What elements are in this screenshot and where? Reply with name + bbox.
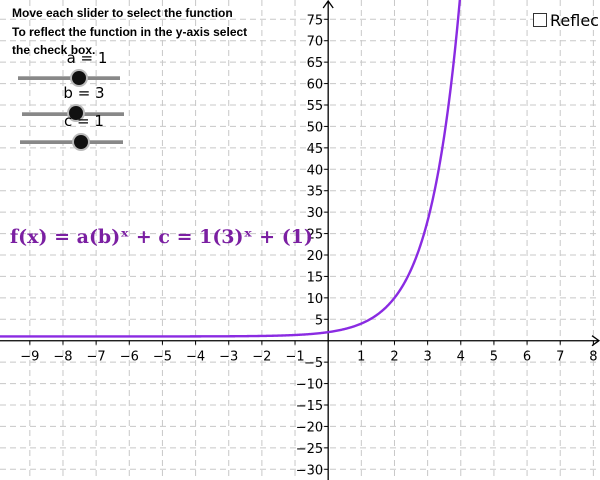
x-tick-label: 6: [523, 350, 531, 365]
instruction-line-1: Move each slider to select the function: [12, 6, 233, 20]
reflect-checkbox-box[interactable]: [533, 13, 547, 27]
x-tick-label: −3: [219, 350, 238, 365]
y-tick-label: 5: [315, 313, 323, 328]
slider-a-label: a = 1: [66, 49, 108, 67]
x-axis-arrow-icon: [591, 335, 600, 347]
x-tick-label: −9: [20, 350, 39, 365]
function-curve[interactable]: [0, 0, 462, 338]
x-tick-label: −4: [186, 350, 205, 365]
slider-c-label: c = 1: [64, 112, 104, 130]
x-tick-label: 4: [457, 350, 465, 365]
y-tick-label: −25: [296, 442, 323, 457]
x-tick-label: −6: [120, 350, 139, 365]
x-tick-label: 1: [357, 350, 365, 365]
x-tick-label: −7: [87, 350, 106, 365]
y-tick-label: 75: [307, 13, 324, 28]
y-tick-label: 10: [307, 292, 324, 307]
reflect-checkbox[interactable]: Reflec: [533, 11, 599, 30]
x-tick-label: −5: [153, 350, 172, 365]
x-tick-label: 7: [556, 350, 564, 365]
y-tick-label: 20: [307, 249, 324, 264]
y-tick-label: 15: [307, 270, 324, 285]
reflect-checkbox-label: Reflec: [550, 11, 599, 30]
y-axis-arrow-icon: [322, 0, 334, 9]
function-formula: f(x) = a(b)ˣ + c = 1(3)ˣ + (1): [10, 226, 313, 248]
slider-a-handle[interactable]: [72, 71, 86, 85]
y-tick-label: 35: [307, 185, 324, 200]
y-tick-label: 25: [307, 228, 324, 243]
y-tick-label: −10: [296, 378, 323, 393]
y-tick-label: −5: [304, 356, 323, 371]
tick-labels: −9 −8 −7 −6 −5 −4 −3 −2 −1 1 2 3 4 5 6 7 875706560555045…: [20, 13, 597, 478]
slider-b-label: b = 3: [63, 84, 105, 102]
x-tick-label: 2: [390, 350, 398, 365]
y-tick-label: 55: [307, 99, 324, 114]
slider-c-handle[interactable]: [74, 135, 88, 149]
instruction-line-2: To reflect the function in the y-axis se…: [12, 24, 248, 39]
slider-a-track[interactable]: [18, 76, 120, 80]
y-tick-label: 50: [307, 120, 324, 135]
x-tick-label: 5: [490, 350, 498, 365]
y-tick-label: −15: [296, 399, 323, 414]
x-tick-label: 3: [423, 350, 431, 365]
y-tick-label: 45: [307, 142, 324, 157]
x-tick-label: −1: [285, 350, 304, 365]
x-tick-label: 8: [589, 350, 597, 365]
instructions: Move each slider to select the function …: [12, 4, 252, 60]
y-tick-label: 65: [307, 56, 324, 71]
slider-b-handle[interactable]: [69, 106, 83, 120]
y-tick-label: 40: [307, 163, 324, 178]
y-tick-label: −30: [296, 463, 323, 478]
y-tick-label: 60: [307, 78, 324, 93]
y-tick-label: 30: [307, 206, 324, 221]
y-tick-label: −20: [296, 420, 323, 435]
x-tick-label: −8: [53, 350, 72, 365]
instruction-line-3: the check box.: [12, 43, 96, 57]
slider-c-track[interactable]: [20, 140, 123, 144]
y-tick-label: 70: [307, 35, 324, 50]
x-tick-label: −2: [252, 350, 271, 365]
